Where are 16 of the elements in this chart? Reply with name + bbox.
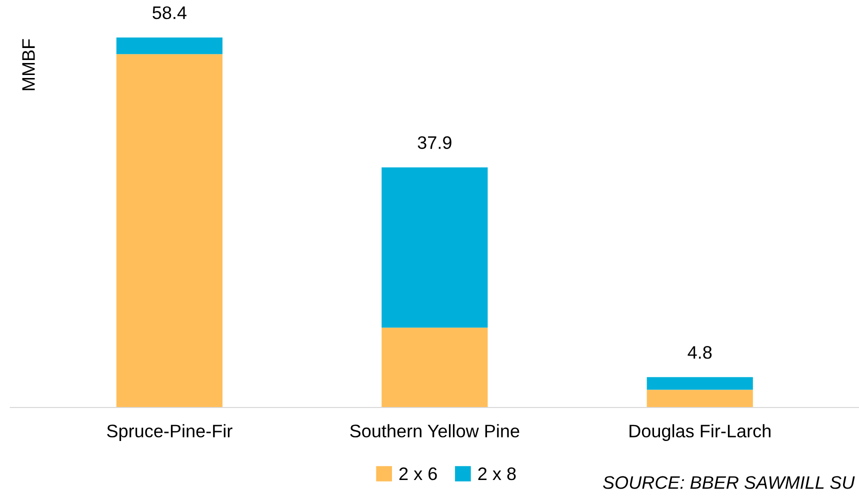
legend-label: 2 x 8 bbox=[478, 467, 516, 480]
x-tick-label: Spruce-Pine-Fir bbox=[107, 424, 232, 441]
bar bbox=[646, 377, 753, 390]
bar bbox=[116, 38, 222, 54]
bar bbox=[382, 167, 488, 328]
annotation: 37.9 bbox=[418, 136, 452, 149]
bar bbox=[116, 54, 222, 408]
x-tick-label: Douglas Fir-Larch bbox=[630, 424, 770, 441]
source-note: SOURCE: BBER SAWMILL SU bbox=[603, 476, 855, 489]
bar bbox=[646, 390, 753, 408]
y-axis-title: MMBF bbox=[22, 39, 35, 90]
x-tick-label: Southern Yellow Pine bbox=[350, 424, 520, 438]
annotation: 58.4 bbox=[152, 6, 186, 20]
bar bbox=[382, 328, 488, 408]
legend-label: 2 x 6 bbox=[399, 467, 437, 480]
annotation: 4.8 bbox=[688, 346, 712, 359]
